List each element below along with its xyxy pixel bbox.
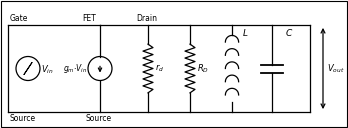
Text: Source: Source bbox=[86, 114, 112, 123]
Text: $g_m{\cdot}V_{in}$: $g_m{\cdot}V_{in}$ bbox=[63, 62, 87, 75]
Text: $L$: $L$ bbox=[242, 28, 248, 39]
Text: $R_D$: $R_D$ bbox=[197, 62, 209, 75]
Text: Drain: Drain bbox=[136, 14, 157, 23]
Text: Gate: Gate bbox=[10, 14, 29, 23]
Text: $r_d$: $r_d$ bbox=[155, 63, 164, 74]
Text: $V_{in}$: $V_{in}$ bbox=[41, 63, 54, 76]
Text: $V_{out}$: $V_{out}$ bbox=[327, 62, 345, 75]
Text: $C$: $C$ bbox=[285, 28, 293, 39]
Text: Source: Source bbox=[9, 114, 35, 123]
Text: FET: FET bbox=[82, 14, 96, 23]
